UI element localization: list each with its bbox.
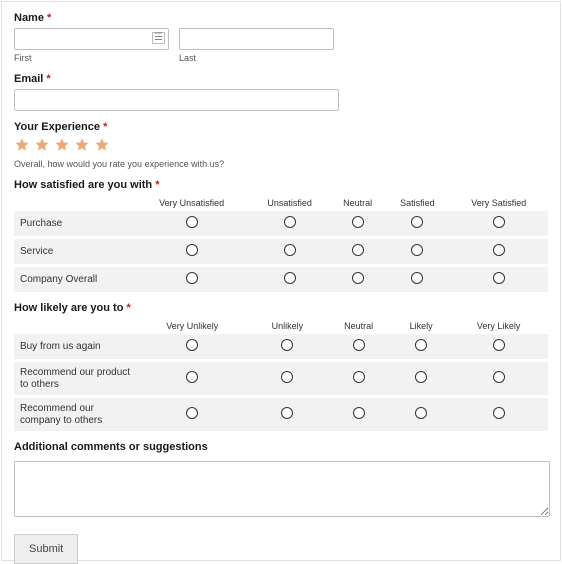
autofill-icon: ☰ <box>152 32 165 44</box>
comments-label: Additional comments or suggestions <box>14 441 548 453</box>
radio-option[interactable] <box>411 272 423 284</box>
radio-option[interactable] <box>493 339 505 351</box>
matrix-header: Likely <box>393 318 449 334</box>
last-name-input[interactable] <box>179 28 334 50</box>
radio-option[interactable] <box>493 216 505 228</box>
last-sublabel: Last <box>179 53 334 63</box>
star-rating[interactable] <box>14 137 548 153</box>
radio-option[interactable] <box>493 407 505 419</box>
matrix-header: Unlikely <box>251 318 325 334</box>
row-label: Recommend our product to others <box>14 361 134 397</box>
table-row: Service <box>14 238 548 266</box>
satisfaction-section: How satisfied are you with * Very Unsati… <box>14 179 548 292</box>
row-label: Purchase <box>14 211 134 238</box>
email-label: Email * <box>14 73 548 85</box>
table-row: Recommend our company to others <box>14 397 548 432</box>
matrix-header: Very Unlikely <box>134 318 251 334</box>
radio-option[interactable] <box>352 244 364 256</box>
radio-option[interactable] <box>493 272 505 284</box>
radio-option[interactable] <box>353 407 365 419</box>
table-row: Recommend our product to others <box>14 361 548 397</box>
table-row: Company Overall <box>14 266 548 293</box>
radio-option[interactable] <box>415 339 427 351</box>
star-icon[interactable] <box>14 137 30 153</box>
radio-option[interactable] <box>284 272 296 284</box>
radio-option[interactable] <box>281 407 293 419</box>
name-label: Name * <box>14 12 548 24</box>
row-label: Buy from us again <box>14 334 134 361</box>
star-icon[interactable] <box>54 137 70 153</box>
matrix-header: Satisfied <box>385 195 449 211</box>
radio-option[interactable] <box>493 244 505 256</box>
radio-option[interactable] <box>186 272 198 284</box>
experience-help: Overall, how would you rate you experien… <box>14 159 548 169</box>
radio-option[interactable] <box>186 339 198 351</box>
star-icon[interactable] <box>34 137 50 153</box>
radio-option[interactable] <box>186 216 198 228</box>
likely-matrix: Very UnlikelyUnlikelyNeutralLikelyVery L… <box>14 318 548 431</box>
radio-option[interactable] <box>353 371 365 383</box>
row-label: Recommend our company to others <box>14 397 134 432</box>
star-icon[interactable] <box>74 137 90 153</box>
radio-option[interactable] <box>352 216 364 228</box>
row-label: Company Overall <box>14 266 134 293</box>
matrix-header: Very Likely <box>449 318 548 334</box>
radio-option[interactable] <box>186 407 198 419</box>
likely-section: How likely are you to * Very UnlikelyUnl… <box>14 302 548 431</box>
radio-option[interactable] <box>186 244 198 256</box>
matrix-header: Very Satisfied <box>450 195 549 211</box>
first-sublabel: First <box>14 53 169 63</box>
matrix-header: Neutral <box>330 195 385 211</box>
satisfaction-label: How satisfied are you with * <box>14 179 548 191</box>
radio-option[interactable] <box>281 339 293 351</box>
name-section: Name * ☰ First Last <box>14 12 548 63</box>
last-name-col: Last <box>179 28 334 63</box>
experience-label: Your Experience * <box>14 121 548 133</box>
first-name-input[interactable] <box>14 28 169 50</box>
email-section: Email * <box>14 73 548 111</box>
table-row: Purchase <box>14 211 548 238</box>
radio-option[interactable] <box>284 216 296 228</box>
matrix-header: Neutral <box>324 318 393 334</box>
star-icon[interactable] <box>94 137 110 153</box>
radio-option[interactable] <box>411 244 423 256</box>
radio-option[interactable] <box>186 371 198 383</box>
comments-textarea[interactable] <box>14 461 550 517</box>
matrix-header: Very Unsatisfied <box>134 195 249 211</box>
experience-section: Your Experience * Overall, how would you… <box>14 121 548 169</box>
table-row: Buy from us again <box>14 334 548 361</box>
first-name-col: ☰ First <box>14 28 169 63</box>
radio-option[interactable] <box>415 371 427 383</box>
radio-option[interactable] <box>281 371 293 383</box>
radio-option[interactable] <box>353 339 365 351</box>
row-label: Service <box>14 238 134 266</box>
matrix-header: Unsatisfied <box>249 195 330 211</box>
satisfaction-matrix: Very UnsatisfiedUnsatisfiedNeutralSatisf… <box>14 195 548 292</box>
email-input[interactable] <box>14 89 339 111</box>
survey-form: Name * ☰ First Last Email * Your Experie… <box>1 1 561 561</box>
name-row: ☰ First Last <box>14 28 548 63</box>
likely-label: How likely are you to * <box>14 302 548 314</box>
radio-option[interactable] <box>415 407 427 419</box>
radio-option[interactable] <box>493 371 505 383</box>
radio-option[interactable] <box>411 216 423 228</box>
radio-option[interactable] <box>352 272 364 284</box>
comments-section: Additional comments or suggestions <box>14 441 548 522</box>
submit-button[interactable]: Submit <box>14 534 78 564</box>
radio-option[interactable] <box>284 244 296 256</box>
